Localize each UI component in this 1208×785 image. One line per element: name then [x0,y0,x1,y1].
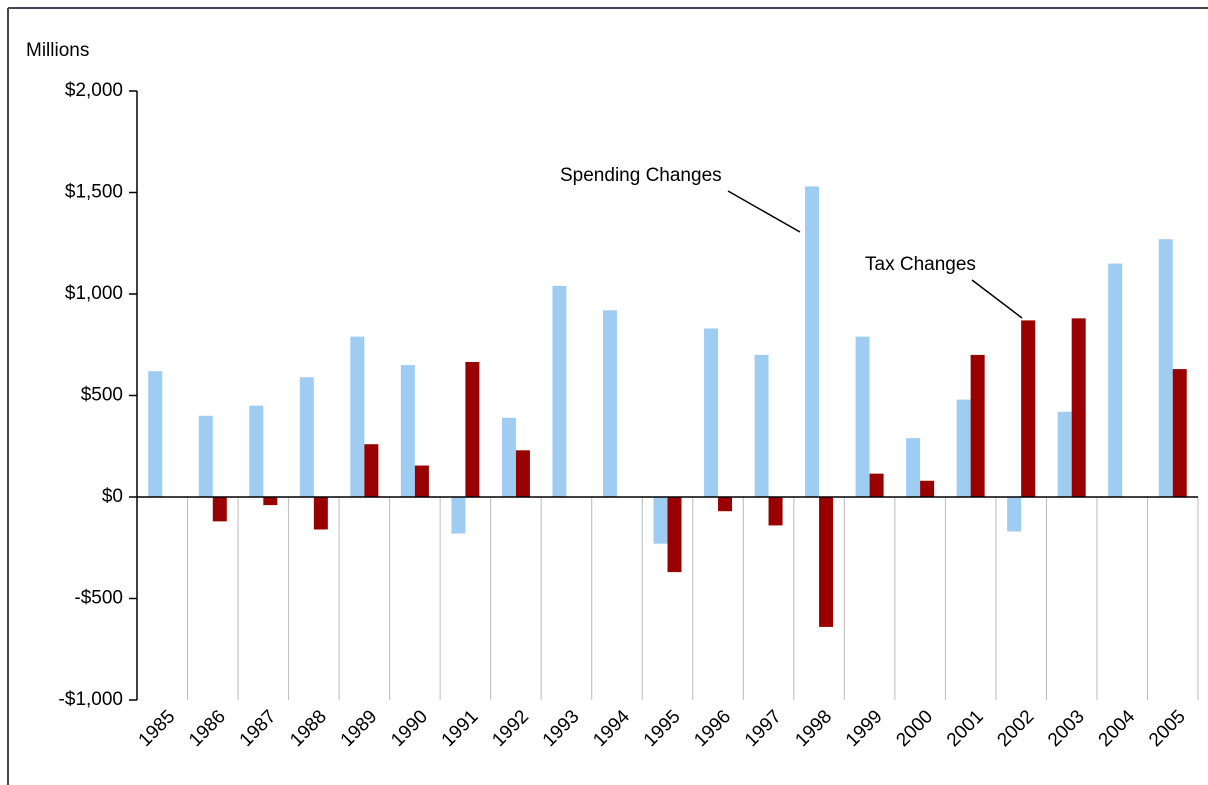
bar [451,497,466,534]
y-tick-label: $500 [81,385,123,406]
bar [1007,497,1022,532]
x-tick-label: 1992 [488,706,533,751]
bar [1172,369,1187,497]
x-tick-label: 2004 [1095,706,1140,751]
bar [1071,318,1086,497]
bar [653,497,668,544]
bar [602,310,617,497]
bar [667,497,682,573]
x-tick-label: 1987 [236,706,281,751]
bar [805,186,820,497]
bar [400,365,415,497]
y-tick-label: $0 [102,486,123,507]
y-tick-label: $1,000 [65,283,123,304]
bar [906,438,921,497]
bar [501,417,516,497]
y-tick-label: $1,500 [65,182,123,203]
y-tick-label: $2,000 [65,80,123,101]
x-tick-label: 1998 [791,706,836,751]
bar [552,285,567,497]
bar [920,480,935,497]
x-tick-label: 2003 [1044,706,1089,751]
y-tick-label: -$1,000 [59,689,123,710]
x-tick-label: 1991 [438,706,483,751]
x-tick-label: 1990 [387,706,432,751]
x-tick-label: 1986 [185,706,230,751]
x-tick-label: 1994 [589,706,634,751]
x-tick-label: 1996 [690,706,735,751]
x-tick-label: 1997 [741,706,786,751]
bar [515,450,530,497]
bar [704,328,719,497]
annotation-leader [727,190,801,233]
bar [1021,320,1036,497]
bar [819,497,834,627]
bar [768,497,783,526]
bar [414,465,429,497]
bar [249,405,264,497]
bar [313,497,328,530]
y-tick-label: -$500 [74,588,123,609]
bar [1108,263,1123,497]
y-axis-label: Millions [26,40,89,61]
x-tick-label: 1989 [337,706,382,751]
bar [212,497,227,522]
x-tick-label: 1999 [842,706,887,751]
series-annotation: Tax Changes [865,254,976,275]
bar [299,377,314,497]
x-tick-label: 1995 [640,706,685,751]
bar [718,497,733,512]
x-tick-label: 2000 [892,706,937,751]
x-tick-label: 2001 [943,706,988,751]
bar [855,336,870,497]
annotation-leader [971,279,1023,319]
x-tick-label: 2005 [1145,706,1190,751]
x-tick-label: 1985 [135,706,180,751]
bar [148,371,163,497]
bar [465,362,480,497]
x-tick-label: 2002 [994,706,1039,751]
bar [198,415,213,497]
bar [970,354,985,497]
bar [350,336,365,497]
x-tick-label: 1988 [286,706,331,751]
x-tick-label: 1993 [539,706,584,751]
bar [869,473,884,497]
bar [1158,239,1173,497]
bar [754,354,769,497]
series-annotation: Spending Changes [560,165,722,186]
bar [1057,411,1072,497]
bar [956,399,971,497]
bar [263,497,278,506]
bar [364,444,379,497]
